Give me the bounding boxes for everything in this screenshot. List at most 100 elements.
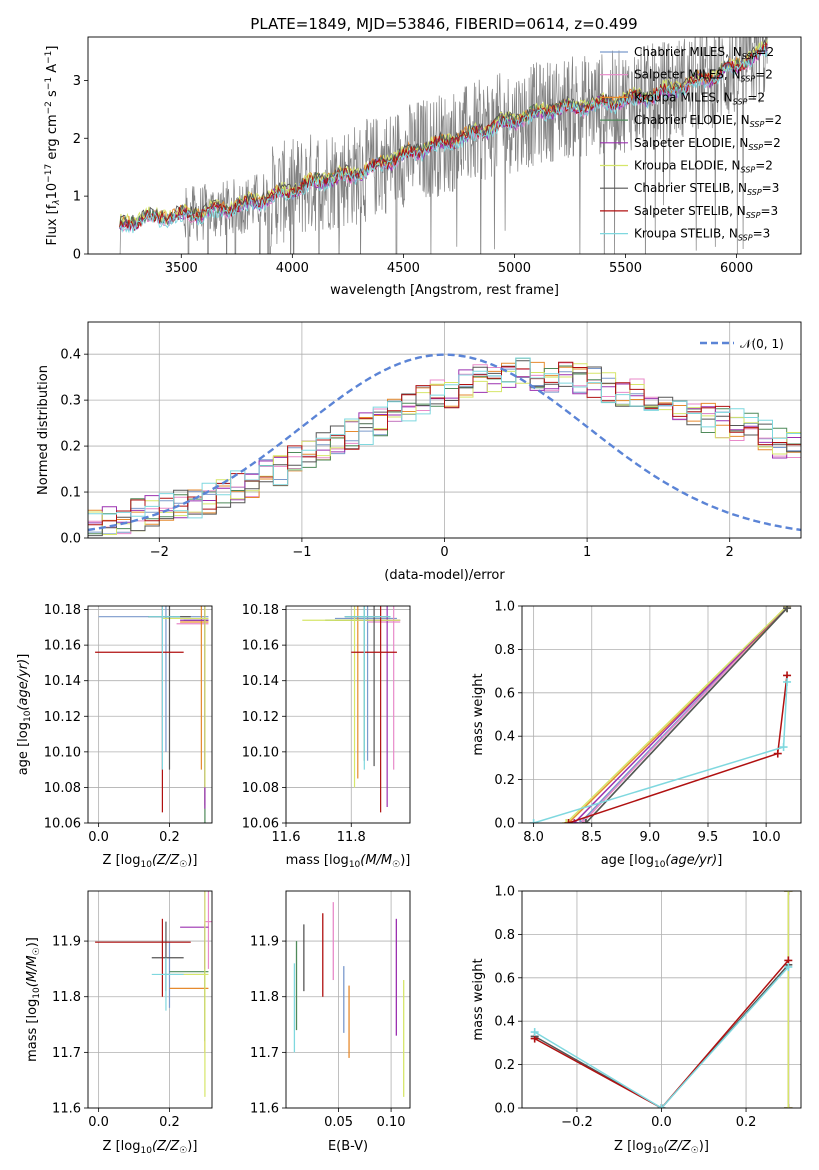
label-part: 10 bbox=[140, 1146, 152, 1156]
legend-label: Salpeter MILES, NSSP=2 bbox=[634, 68, 773, 84]
legend-count: =3 bbox=[760, 204, 778, 218]
x-tick-label: 0.05 bbox=[324, 1115, 353, 1130]
label-part: (age/yr) bbox=[16, 659, 31, 711]
axes-frame bbox=[285, 890, 411, 1109]
x-tick-label: 5500 bbox=[609, 261, 642, 276]
x-tick-label: 10.0 bbox=[752, 830, 781, 845]
y-tick-label: 0.8 bbox=[494, 643, 515, 658]
label-part: Z [log bbox=[103, 853, 141, 868]
y-tick-label: 10.18 bbox=[242, 603, 279, 618]
y-tick-label: 0.0 bbox=[494, 1102, 515, 1117]
y-axis-label-part: erg cm bbox=[45, 114, 60, 163]
label-part: 10 bbox=[32, 987, 42, 999]
y-tick-label: 10.10 bbox=[242, 745, 279, 760]
x-tick-label: 0.0 bbox=[88, 830, 109, 845]
y-tick-label: 0.6 bbox=[494, 686, 515, 701]
x-tick-label: 9.0 bbox=[640, 830, 661, 845]
axes-frame bbox=[285, 605, 411, 824]
label-part: )] bbox=[699, 1139, 709, 1154]
y-tick-label: 10.06 bbox=[44, 817, 81, 832]
y-axis-label: Flux [fλ10−17 erg cm−2 s−1 A−1] bbox=[44, 46, 62, 246]
histogram-step bbox=[88, 357, 801, 519]
gaussian-reference-curve bbox=[88, 353, 801, 532]
legend-subscript: SSP bbox=[738, 234, 753, 243]
plot-area bbox=[88, 353, 801, 537]
x-tick-label: 0.10 bbox=[377, 1115, 406, 1130]
x-axis-label: mass [log10(M/M☉)] bbox=[286, 853, 411, 870]
legend-subscript: SSP bbox=[748, 143, 763, 152]
x-tick-label: 2 bbox=[726, 545, 734, 560]
y-tick-label: 0.4 bbox=[494, 730, 515, 745]
plot-area bbox=[95, 606, 209, 823]
plot-area bbox=[530, 891, 793, 1108]
y-axis-label: mass weight bbox=[471, 673, 486, 755]
y-tick-label: 0.4 bbox=[60, 348, 81, 363]
label-part: (age/yr) bbox=[665, 853, 717, 868]
y-tick-label: 11.6 bbox=[250, 1102, 279, 1117]
label-part: ☉ bbox=[392, 860, 400, 870]
axes-frame bbox=[521, 605, 802, 824]
x-tick-label: 6000 bbox=[720, 261, 753, 276]
y-tick-label: 11.9 bbox=[250, 935, 279, 950]
residual-histogram-panel: −2 −1 0 1 2 0.0 0.1 0.2 0.3 0.4 𝒩(0, 1) (data-model… bbox=[36, 321, 802, 583]
y-tick-label: 10.10 bbox=[44, 745, 81, 760]
weight-line bbox=[534, 964, 789, 1108]
legend-label: Salpeter ELODIE, NSSP=2 bbox=[634, 136, 781, 152]
label-part: ☉ bbox=[691, 1146, 699, 1156]
x-tick-label: 8.5 bbox=[581, 830, 602, 845]
y-tick-label: 10.16 bbox=[44, 639, 81, 654]
legend-subscript: SSP bbox=[741, 166, 756, 175]
label-part: )] bbox=[25, 937, 40, 947]
legend-count: =2 bbox=[764, 113, 782, 127]
label-part: 10 bbox=[23, 710, 33, 722]
legend-subscript: SSP bbox=[750, 120, 765, 129]
label-part: 10 bbox=[349, 860, 361, 870]
age-vs-metallicity-panel: 0.0 0.2 10.06 10.08 10.10 10.12 10.14 10.16 10.1… bbox=[16, 603, 213, 870]
axes-frame bbox=[87, 36, 802, 255]
x-tick-label: 0.2 bbox=[159, 830, 180, 845]
legend-count: =2 bbox=[763, 136, 781, 150]
legend-count: =2 bbox=[747, 90, 765, 104]
x-tick-label: 0.2 bbox=[159, 1115, 180, 1130]
x-tick-label: 4500 bbox=[387, 261, 420, 276]
label-part: ] bbox=[717, 853, 722, 868]
legend-subscript: SSP bbox=[733, 97, 748, 106]
x-axis-label: age [log10(age/yr)] bbox=[601, 853, 723, 870]
label-part: ☉ bbox=[179, 860, 187, 870]
y-axis-label: mass [log10(M/M☉)] bbox=[25, 937, 42, 1062]
grid bbox=[522, 605, 801, 824]
x-tick-label: 1 bbox=[583, 545, 591, 560]
label-part: 10 bbox=[652, 1146, 664, 1156]
legend-count: =3 bbox=[753, 227, 771, 241]
label-part: ] bbox=[16, 654, 31, 659]
legend-label-text: Chabrier MILES, N bbox=[634, 45, 742, 59]
y-tick-label: 1 bbox=[73, 190, 81, 205]
label-part: (M/M bbox=[360, 853, 392, 868]
label-part: )] bbox=[187, 1139, 197, 1154]
y-tick-label: 10.12 bbox=[242, 710, 279, 725]
y-tick-label: 1.0 bbox=[494, 600, 515, 615]
x-axis-label: Z [log10(Z/Z☉)] bbox=[103, 853, 198, 870]
weight-line bbox=[573, 606, 788, 823]
spectrum-panel: 3500 4000 4500 5000 5500 6000 0 1 2 3 wavelength [… bbox=[44, 36, 802, 298]
x-axis-label: wavelength [Angstrom, rest frame] bbox=[330, 283, 559, 298]
legend-label-text: Kroupa MILES, N bbox=[634, 90, 733, 104]
plot-area bbox=[95, 891, 212, 1097]
legend-label-text: Kroupa ELODIE, N bbox=[634, 159, 741, 173]
x-tick-label: 9.5 bbox=[698, 830, 719, 845]
y-tick-label: 10.08 bbox=[242, 781, 279, 796]
y-tick-label: 10.06 bbox=[242, 817, 279, 832]
x-tick-label: −1 bbox=[292, 545, 311, 560]
y-axis-label: age [log10(age/yr)] bbox=[16, 654, 33, 776]
y-axis-label-part: λ bbox=[52, 199, 62, 205]
y-axis-label-part: −1 bbox=[44, 51, 54, 64]
y-axis-label: mass weight bbox=[471, 958, 486, 1040]
axes-frame bbox=[87, 890, 213, 1109]
legend-subscript: SSP bbox=[741, 75, 756, 84]
legend-count: =3 bbox=[762, 181, 780, 195]
plot-area bbox=[529, 606, 792, 823]
x-tick-label: 11.8 bbox=[337, 830, 366, 845]
weight-vs-metallicity-panel: −0.2 0.0 0.2 0.0 0.2 0.4 0.6 0.8 1.0 Z [log10(Z/Z… bbox=[471, 885, 802, 1156]
x-tick-label: −2 bbox=[150, 545, 169, 560]
